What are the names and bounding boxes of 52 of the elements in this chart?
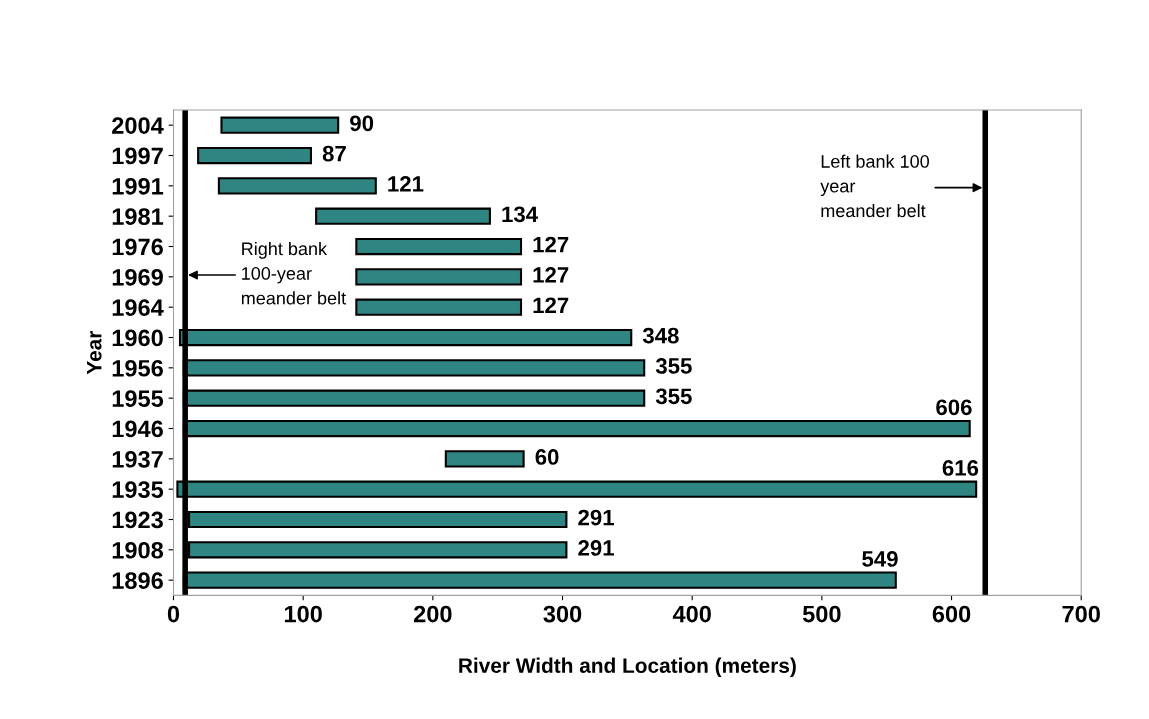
y-tick-label: 1923 bbox=[112, 511, 163, 529]
ref-line-label: Left bank 100 year meander belt bbox=[820, 154, 929, 218]
y-tick-label: 1896 bbox=[112, 572, 163, 589]
data-label: 616 bbox=[942, 460, 979, 476]
data-label: 60 bbox=[535, 449, 559, 465]
bar bbox=[197, 146, 312, 165]
x-tick-label: 600 bbox=[932, 605, 971, 623]
data-label: 121 bbox=[388, 176, 424, 192]
data-label: 90 bbox=[350, 115, 374, 132]
data-label: 87 bbox=[322, 145, 346, 162]
bar bbox=[315, 207, 491, 225]
y-tick-label: 1935 bbox=[112, 481, 164, 498]
y-axis-title: Year bbox=[87, 330, 102, 375]
y-tick-label: 1908 bbox=[112, 541, 164, 559]
data-label: 134 bbox=[502, 206, 538, 223]
data-label: 348 bbox=[642, 327, 679, 344]
bar bbox=[444, 450, 525, 468]
y-tick-label: 1969 bbox=[112, 268, 163, 286]
y-tick-label: 1976 bbox=[112, 238, 163, 256]
bar bbox=[355, 298, 523, 316]
x-axis-title: River Width and Location (meters) bbox=[459, 657, 796, 678]
y-tick-label: 1981 bbox=[112, 208, 164, 225]
data-label: 355 bbox=[655, 388, 692, 405]
x-tick-label: 0 bbox=[167, 605, 180, 623]
x-tick-label: 700 bbox=[1062, 605, 1100, 623]
y-tick-label: 1960 bbox=[112, 329, 163, 347]
data-label: 606 bbox=[936, 399, 972, 416]
data-label: 127 bbox=[533, 236, 569, 253]
y-tick-label: 2004 bbox=[112, 117, 164, 134]
y-tick-label: 1964 bbox=[112, 299, 164, 316]
y-tick-label: 1937 bbox=[112, 450, 163, 468]
y-tick-label: 1955 bbox=[112, 390, 164, 407]
data-label: 355 bbox=[655, 358, 692, 374]
x-tick-label: 300 bbox=[543, 605, 582, 623]
y-tick-label: 1956 bbox=[112, 359, 163, 377]
bar bbox=[220, 116, 340, 134]
data-label: 127 bbox=[533, 297, 569, 313]
bar bbox=[217, 177, 377, 195]
y-tick-label: 1997 bbox=[112, 147, 163, 165]
ref-line-label: Right bank 100-year meander belt bbox=[241, 241, 346, 305]
x-tick-label: 400 bbox=[672, 605, 711, 623]
x-tick-label: 200 bbox=[413, 605, 452, 623]
data-label: 127 bbox=[533, 267, 569, 283]
bar bbox=[355, 237, 523, 256]
bar bbox=[355, 268, 523, 286]
data-label: 291 bbox=[578, 509, 614, 526]
x-tick-label: 100 bbox=[284, 605, 322, 623]
data-label: 549 bbox=[862, 551, 898, 567]
y-tick-label: 1946 bbox=[112, 420, 163, 438]
data-label: 291 bbox=[578, 540, 614, 556]
x-tick-label: 500 bbox=[802, 605, 841, 623]
y-tick-label: 1991 bbox=[112, 177, 164, 195]
